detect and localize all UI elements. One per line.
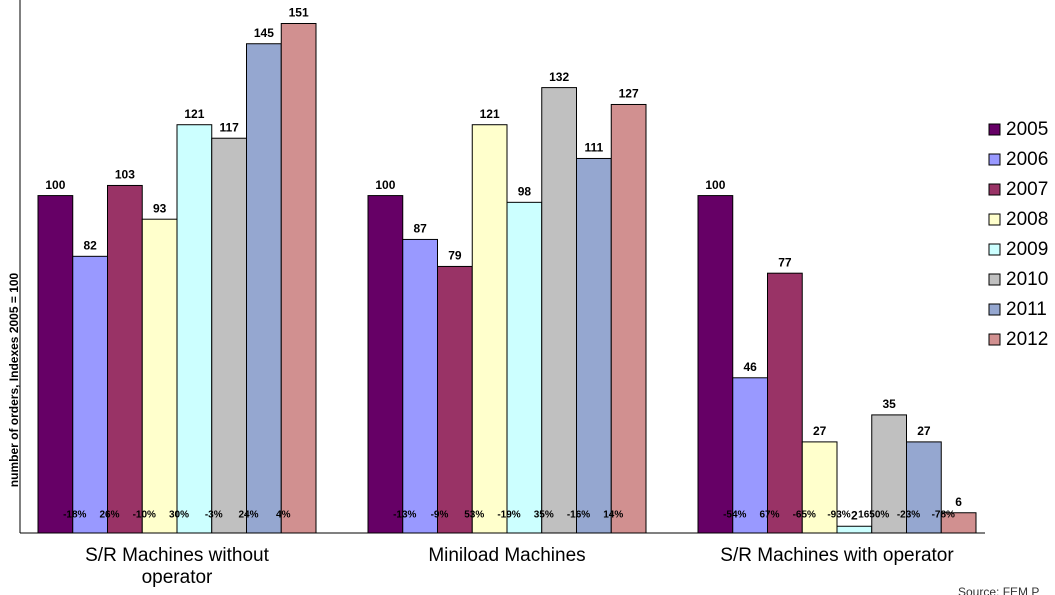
- value-label: 100: [45, 178, 65, 192]
- legend-label: 2005: [1006, 119, 1048, 140]
- change-label: 14%: [603, 510, 623, 521]
- change-label: 1650%: [858, 510, 889, 521]
- legend-label: 2010: [1006, 269, 1048, 290]
- change-label: -18%: [63, 510, 86, 521]
- change-label: 35%: [534, 510, 554, 521]
- change-label: -3%: [205, 510, 223, 521]
- value-label: 77: [778, 255, 792, 269]
- legend-swatch: [988, 333, 1001, 346]
- value-label: 87: [413, 222, 427, 236]
- y-axis-label: number of orders, Indexes 2005 = 100: [7, 272, 21, 487]
- value-label: 117: [219, 120, 239, 134]
- legend-label: 2007: [1006, 179, 1048, 200]
- bar: [871, 414, 907, 534]
- value-label: 46: [743, 360, 757, 374]
- bar: [506, 201, 543, 534]
- legend-swatch: [988, 153, 1001, 166]
- change-label: -54%: [723, 510, 746, 521]
- value-label: 100: [375, 178, 395, 192]
- x-tick-label: Miniload Machines: [428, 545, 586, 566]
- bar: [246, 43, 282, 534]
- value-label: 98: [518, 185, 532, 199]
- bar: [801, 441, 838, 534]
- bar: [280, 22, 317, 534]
- change-label: 24%: [238, 510, 258, 521]
- legend-label: 2012: [1006, 329, 1048, 350]
- bar: [471, 124, 508, 534]
- value-label: 27: [917, 424, 931, 438]
- change-label: -19%: [497, 510, 520, 521]
- legend-label: 2009: [1006, 239, 1048, 260]
- value-label: 145: [254, 26, 274, 40]
- change-label: 67%: [759, 510, 779, 521]
- change-label: -13%: [393, 510, 416, 521]
- change-label: -10%: [133, 510, 156, 521]
- change-label: -9%: [431, 510, 449, 521]
- legend-swatch: [988, 303, 1001, 316]
- change-label: -23%: [897, 510, 920, 521]
- value-label: 79: [448, 249, 462, 263]
- value-label: 121: [184, 107, 204, 121]
- bar: [141, 218, 178, 534]
- legend-swatch: [988, 273, 1001, 286]
- bar: [107, 184, 143, 534]
- bar: [176, 124, 213, 534]
- change-label: -65%: [793, 510, 816, 521]
- bar: [906, 441, 942, 534]
- value-label: 127: [619, 87, 639, 101]
- value-label: 151: [289, 6, 309, 20]
- value-label: 111: [585, 141, 604, 155]
- bar: [367, 195, 404, 534]
- value-label: 103: [115, 168, 135, 182]
- legend-label: 2011: [1006, 299, 1047, 320]
- change-label: 26%: [99, 510, 119, 521]
- bar: [402, 238, 438, 534]
- value-label: 2: [851, 508, 858, 522]
- value-label: 27: [813, 424, 827, 438]
- change-label: 4%: [276, 510, 291, 521]
- bar: [37, 195, 74, 534]
- legend-label: 2008: [1006, 209, 1048, 230]
- legend-label: 2006: [1006, 149, 1048, 170]
- value-label: 100: [705, 178, 725, 192]
- value-label: 82: [83, 238, 97, 252]
- legend-swatch: [988, 183, 1001, 196]
- change-label: 53%: [464, 510, 484, 521]
- change-label: 30%: [169, 510, 189, 521]
- bar: [697, 195, 734, 534]
- bar: [767, 272, 803, 534]
- bar: [576, 157, 612, 534]
- source: Source: FEM P: [958, 585, 1040, 595]
- x-tick-label: S/R Machines with operator: [720, 545, 954, 566]
- change-label: -16%: [567, 510, 590, 521]
- bar: [940, 512, 977, 534]
- bar: [541, 87, 577, 534]
- bar: [610, 103, 647, 534]
- bar: [211, 137, 247, 534]
- change-label: -93%: [827, 510, 850, 521]
- legend-swatch: [988, 243, 1001, 256]
- legend-swatch: [988, 123, 1001, 136]
- x-tick-label: S/R Machines without operator: [85, 545, 269, 588]
- value-label: 93: [153, 201, 167, 215]
- value-label: 121: [480, 107, 500, 121]
- bar: [72, 255, 108, 534]
- legend-swatch: [988, 213, 1001, 226]
- bar: [732, 377, 768, 534]
- value-label: 35: [882, 397, 896, 411]
- bar: [437, 265, 473, 534]
- value-label: 6: [955, 495, 962, 509]
- bar: [836, 525, 873, 534]
- value-label: 132: [549, 70, 569, 84]
- change-label: -78%: [932, 510, 955, 521]
